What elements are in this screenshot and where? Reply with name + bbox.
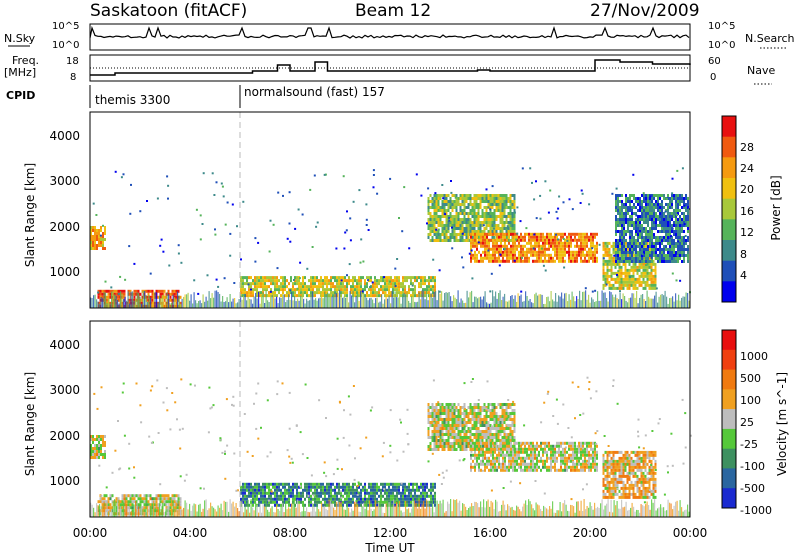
- nsearch-label: N.Search: [745, 32, 795, 45]
- vel-cb-tick-m100: -100: [740, 460, 765, 473]
- colorbar-swatch: [722, 369, 736, 390]
- power-colorbar: [722, 116, 736, 303]
- power-ylabel: Slant Range [km]: [23, 163, 37, 267]
- colorbar-swatch: [722, 468, 736, 489]
- power-cb-tick-20: 20: [740, 183, 754, 196]
- power-ytick-3000: 3000: [49, 174, 80, 188]
- colorbar-swatch: [722, 389, 736, 410]
- velocity-colorbar: [722, 330, 736, 509]
- vel-cb-tick-500: 500: [740, 372, 761, 385]
- heatmap-region-6: [615, 194, 689, 263]
- xtick-2400: 00:00: [673, 526, 708, 540]
- vel-cb-tick-m1000: -1000: [740, 504, 772, 517]
- freq-tick-top: 18: [66, 56, 79, 67]
- freq-label: Freq.: [12, 54, 39, 67]
- xtick-0400: 04:00: [173, 526, 208, 540]
- vel-ytick-1000: 1000: [49, 474, 80, 488]
- velocity-heatmap: [90, 321, 692, 517]
- xlabel: Time UT: [364, 541, 415, 554]
- heatmap-region-5: [90, 435, 106, 459]
- scatter-speckle: [92, 167, 691, 295]
- power-cb-label: Power [dB]: [769, 175, 783, 240]
- power-ytick-4000: 4000: [49, 129, 80, 143]
- xtick-0800: 08:00: [273, 526, 308, 540]
- nsky-label: N.Sky: [4, 32, 36, 45]
- freq-unit-label: [MHz]: [4, 66, 36, 79]
- xtick-0000: 00:00: [73, 526, 108, 540]
- vel-cb-tick-25: 25: [740, 416, 754, 429]
- colorbar-swatch: [722, 409, 736, 430]
- sky-tick-bottom: 10^0: [52, 40, 79, 51]
- cpid-label: CPID: [6, 89, 35, 102]
- heatmap-region-3: [470, 232, 598, 263]
- freq-tick-bottom: 8: [70, 72, 76, 83]
- colorbar-swatch: [722, 281, 736, 303]
- colorbar-swatch: [722, 488, 736, 509]
- power-ytick-1000: 1000: [49, 265, 80, 279]
- frequency-trace: [90, 59, 691, 76]
- cpid-segment-normalsound: normalsound (fast) 157: [244, 85, 385, 99]
- vel-cb-tick-1000: 1000: [740, 350, 768, 363]
- sky-noise-trace: [89, 25, 690, 39]
- beam-title: Beam 12: [355, 1, 431, 21]
- velocity-panel: [89, 320, 692, 518]
- vel-ytick-4000: 4000: [49, 338, 80, 352]
- colorbar-swatch: [722, 219, 736, 241]
- heatmap-region-4: [602, 450, 657, 499]
- power-cb-tick-8: 8: [740, 248, 747, 261]
- sky-tick-top: 10^5: [52, 21, 79, 32]
- power-cb-tick-4: 4: [740, 269, 747, 282]
- colorbar-swatch: [722, 428, 736, 450]
- ground-scatter: [90, 290, 690, 308]
- colorbar-swatch: [722, 330, 736, 351]
- velocity-ylabel: Slant Range [km]: [23, 372, 37, 476]
- ground-scatter: [90, 499, 690, 517]
- power-cb-tick-24: 24: [740, 162, 754, 175]
- vel-cb-tick-m500: -500: [740, 482, 765, 495]
- colorbar-swatch: [722, 136, 736, 158]
- search-tick-top: 10^5: [708, 21, 735, 32]
- colorbar-swatch: [722, 260, 736, 282]
- colorbar-swatch: [722, 240, 736, 262]
- cpid-segment-themis: themis 3300: [95, 93, 170, 107]
- heatmap-region-5: [90, 226, 106, 250]
- power-cb-tick-12: 12: [740, 226, 754, 239]
- power-cb-tick-28: 28: [740, 141, 754, 154]
- colorbar-swatch: [722, 349, 736, 371]
- velocity-frame: [89, 320, 691, 518]
- xtick-2000: 20:00: [573, 526, 608, 540]
- scatter-speckle: [93, 376, 692, 504]
- velocity-cb-label: Velocity [m s^-1]: [775, 372, 789, 476]
- vel-ytick-2000: 2000: [49, 429, 80, 443]
- heatmap-region-3: [470, 441, 598, 472]
- search-tick-bottom: 10^0: [708, 40, 735, 51]
- vel-cb-tick-m25: -25: [740, 438, 758, 451]
- xtick-1600: 16:00: [473, 526, 508, 540]
- nave-label: Nave: [747, 64, 775, 77]
- colorbar-swatch: [722, 116, 736, 138]
- nave-tick-bottom: 0: [710, 72, 716, 83]
- power-ytick-2000: 2000: [49, 220, 80, 234]
- station-title: Saskatoon (fitACF): [90, 1, 247, 21]
- colorbar-swatch: [722, 157, 736, 179]
- vel-cb-tick-100: 100: [740, 394, 761, 407]
- power-cb-tick-16: 16: [740, 205, 754, 218]
- power-panel: [89, 111, 691, 309]
- power-frame: [89, 111, 691, 309]
- xtick-1200: 12:00: [373, 526, 408, 540]
- date-title: 27/Nov/2009: [590, 1, 700, 21]
- colorbar-swatch: [722, 448, 736, 469]
- vel-ytick-3000: 3000: [49, 383, 80, 397]
- power-heatmap: [90, 112, 691, 308]
- colorbar-swatch: [722, 198, 736, 220]
- nave-tick-top: 60: [708, 56, 721, 67]
- colorbar-swatch: [722, 178, 736, 200]
